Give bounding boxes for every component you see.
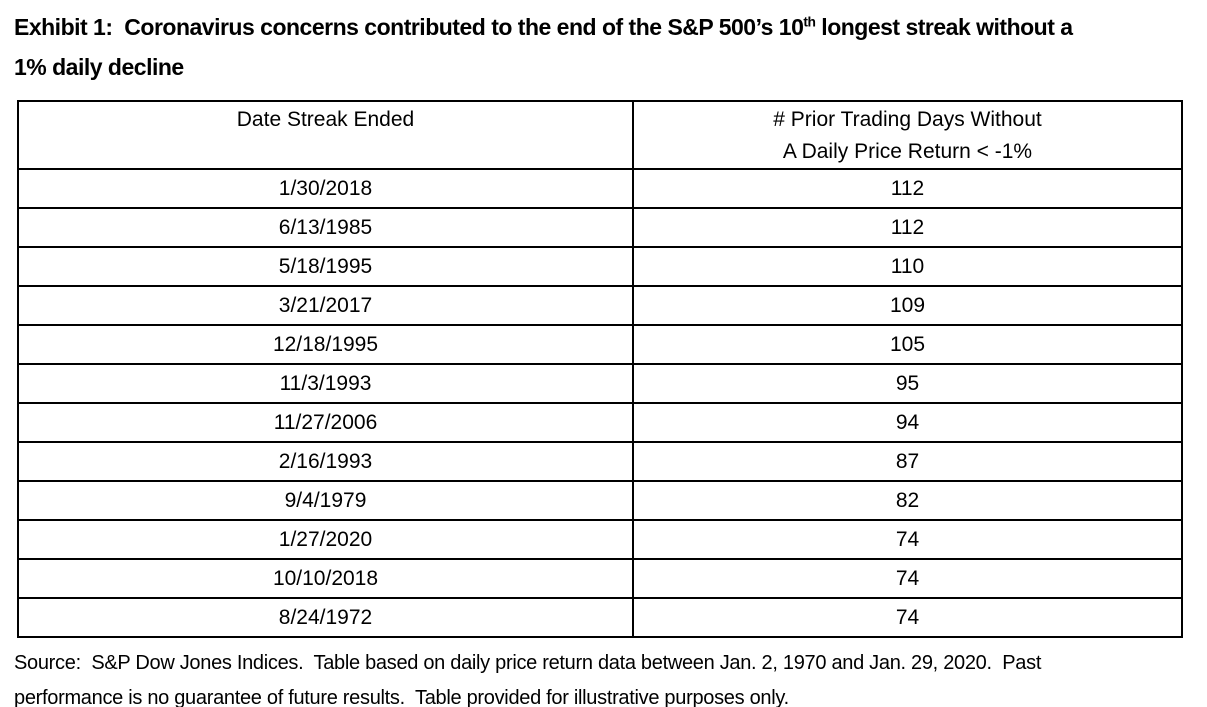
prior-trading-days-cell: 110 xyxy=(632,246,1183,287)
table-row: 1/27/2020 74 xyxy=(17,519,1183,560)
date-streak-ended-cell: 1/30/2018 xyxy=(17,168,634,209)
date-streak-ended-cell: 1/27/2020 xyxy=(17,519,634,560)
prior-trading-days-cell: 112 xyxy=(632,207,1183,248)
date-streak-ended-cell: 10/10/2018 xyxy=(17,558,634,599)
date-streak-ended-cell: 8/24/1972 xyxy=(17,597,634,638)
source-note: Source: S&P Dow Jones Indices. Table bas… xyxy=(0,646,1207,707)
header-days-label-line1: # Prior Trading Days Without xyxy=(773,108,1042,131)
table-row: 5/18/1995 110 xyxy=(17,246,1183,287)
table-row: 9/4/1979 82 xyxy=(17,480,1183,521)
date-streak-ended-cell: 3/21/2017 xyxy=(17,285,634,326)
title-text: Exhibit 1: Coronavirus concerns contribu… xyxy=(14,14,804,40)
date-streak-ended-cell: 6/13/1985 xyxy=(17,207,634,248)
prior-trading-days-cell: 95 xyxy=(632,363,1183,404)
table-row: 8/24/1972 74 xyxy=(17,597,1183,638)
date-streak-ended-cell: 9/4/1979 xyxy=(17,480,634,521)
prior-trading-days-cell: 112 xyxy=(632,168,1183,209)
date-streak-ended-cell: 11/3/1993 xyxy=(17,363,634,404)
title-text-continued: longest streak without a xyxy=(815,14,1073,40)
title-line2: 1% daily decline xyxy=(14,54,184,80)
date-streak-ended-cell: 5/18/1995 xyxy=(17,246,634,287)
prior-trading-days-cell: 74 xyxy=(632,558,1183,599)
date-streak-ended-cell: 11/27/2006 xyxy=(17,402,634,443)
table-row: 3/21/2017 109 xyxy=(17,285,1183,326)
table-row: 11/27/2006 94 xyxy=(17,402,1183,443)
table-body: 1/30/2018 112 6/13/1985 112 5/18/1995 110 3/21… xyxy=(17,168,1183,638)
table-header: Date Streak Ended # Prior Trading Days W… xyxy=(17,100,1183,170)
table-row: 10/10/2018 74 xyxy=(17,558,1183,599)
table-row: 11/3/1993 95 xyxy=(17,363,1183,404)
source-note-line2: performance is no guarantee of future re… xyxy=(14,687,789,707)
date-streak-ended-cell: 12/18/1995 xyxy=(17,324,634,365)
prior-trading-days-cell: 109 xyxy=(632,285,1183,326)
streak-table: Date Streak Ended # Prior Trading Days W… xyxy=(17,100,1183,638)
exhibit-title: Exhibit 1: Coronavirus concerns contribu… xyxy=(0,0,1207,87)
source-note-line1: Source: S&P Dow Jones Indices. Table bas… xyxy=(14,652,1042,674)
prior-trading-days-cell: 105 xyxy=(632,324,1183,365)
header-date-label: Date Streak Ended xyxy=(236,108,415,131)
table-row: 1/30/2018 112 xyxy=(17,168,1183,209)
table-row: 12/18/1995 105 xyxy=(17,324,1183,365)
header-date-streak-ended: Date Streak Ended xyxy=(17,100,634,170)
prior-trading-days-cell: 82 xyxy=(632,480,1183,521)
header-row: Date Streak Ended # Prior Trading Days W… xyxy=(17,100,1183,170)
prior-trading-days-cell: 87 xyxy=(632,441,1183,482)
header-days-label-line2: A Daily Price Return < -1% xyxy=(782,140,1033,163)
prior-trading-days-cell: 74 xyxy=(632,519,1183,560)
table-row: 6/13/1985 112 xyxy=(17,207,1183,248)
date-streak-ended-cell: 2/16/1993 xyxy=(17,441,634,482)
title-superscript: th xyxy=(803,14,816,30)
header-prior-trading-days: # Prior Trading Days Without A Daily Pric… xyxy=(632,100,1183,170)
table-row: 2/16/1993 87 xyxy=(17,441,1183,482)
prior-trading-days-cell: 94 xyxy=(632,402,1183,443)
prior-trading-days-cell: 74 xyxy=(632,597,1183,638)
